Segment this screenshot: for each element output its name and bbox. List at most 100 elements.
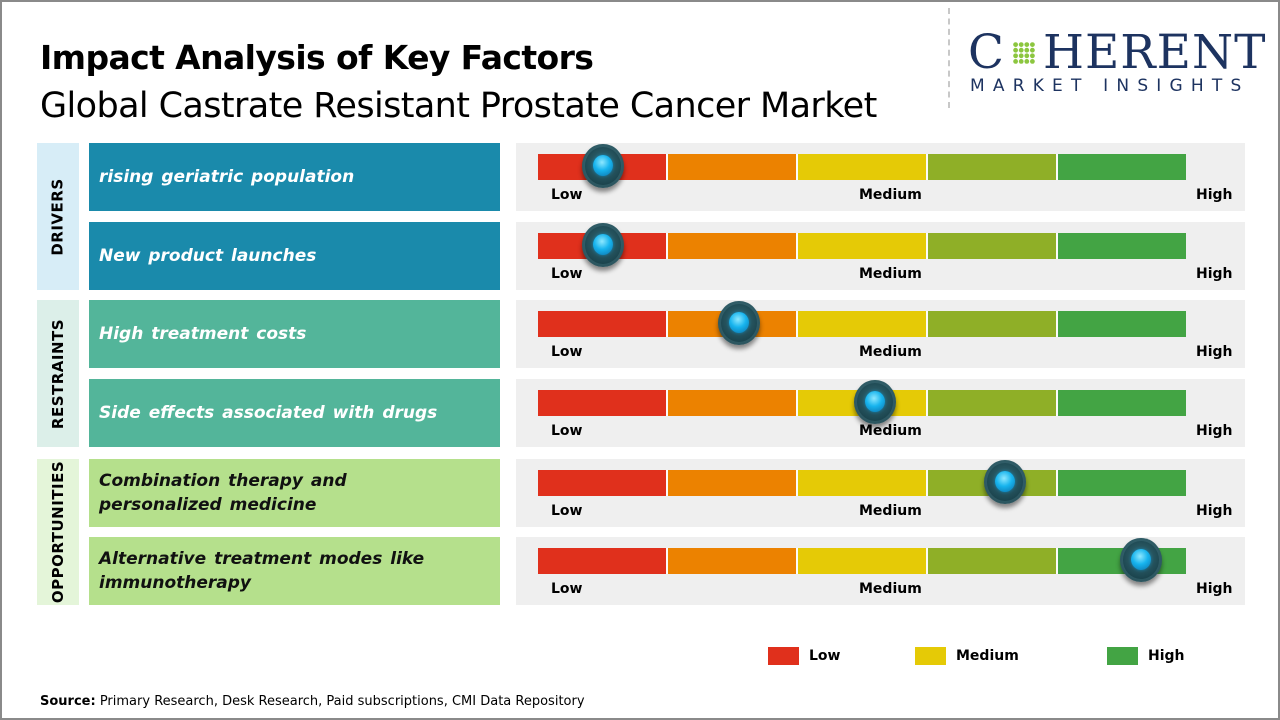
gauge-segment <box>538 390 668 416</box>
factor-text: High treatment costs <box>99 324 307 344</box>
gauge-label-high: High <box>1196 266 1233 282</box>
gauge-bar <box>538 470 1186 496</box>
globe-dots-icon <box>1013 42 1035 64</box>
category-label-opportunities: OPPORTUNITIES <box>37 459 79 605</box>
globe-dot <box>1018 59 1024 64</box>
category-label-text: DRIVERS <box>49 177 68 256</box>
globe-dot <box>1013 47 1018 53</box>
gauge-label-high: High <box>1196 187 1233 203</box>
gauge-bar <box>538 233 1186 259</box>
page-subtitle: Global Castrate Resistant Prostate Cance… <box>40 86 877 126</box>
gauge-label-high: High <box>1196 344 1233 360</box>
gauge-segment <box>668 390 798 416</box>
legend-swatch-medium <box>915 647 946 665</box>
globe-dot <box>1013 42 1018 47</box>
logo-wordmark: C HERENT <box>968 28 1266 78</box>
gauge-label-high: High <box>1196 581 1233 597</box>
logo-divider <box>948 8 950 108</box>
impact-marker-knob <box>717 301 760 345</box>
gauge-label-low: Low <box>551 187 583 203</box>
factor-box: Combination therapy and personalized med… <box>89 459 500 527</box>
gauge-segment <box>668 233 798 259</box>
impact-gauge: Low Medium High <box>516 222 1245 290</box>
category-label-drivers: DRIVERS <box>37 143 79 290</box>
gauge-bar <box>538 548 1186 574</box>
impact-gauge: Low Medium High <box>516 379 1245 447</box>
gauge-segment <box>1058 233 1186 259</box>
gauge-segment <box>798 233 928 259</box>
gauge-segment <box>538 311 668 337</box>
gauge-segment <box>668 470 798 496</box>
gauge-label-low: Low <box>551 581 583 597</box>
globe-dot <box>1029 59 1035 64</box>
globe-dot <box>1024 53 1030 59</box>
impact-gauge: Low Medium High <box>516 143 1245 211</box>
gauge-label-medium: Medium <box>859 423 922 439</box>
globe-dot <box>1013 59 1018 64</box>
globe-dot <box>1029 42 1035 47</box>
gauge-label-low: Low <box>551 423 583 439</box>
factor-text: Combination therapy and personalized med… <box>99 471 347 515</box>
globe-dot <box>1024 59 1030 64</box>
legend-swatch-high <box>1107 647 1138 665</box>
legend-item-high: High <box>1107 647 1185 665</box>
factor-box: rising geriatric population <box>89 143 500 211</box>
impact-marker-knob <box>1119 538 1162 582</box>
legend-label-medium: Medium <box>956 648 1019 664</box>
factor-box: High treatment costs <box>89 300 500 368</box>
gauge-label-low: Low <box>551 344 583 360</box>
factor-text: Side effects associated with drugs <box>99 403 438 423</box>
gauge-label-medium: Medium <box>859 187 922 203</box>
company-logo: C HERENT MARKET INSIGHTS <box>968 28 1268 103</box>
globe-dot <box>1018 47 1024 53</box>
globe-dot <box>1029 53 1035 59</box>
gauge-segment <box>928 233 1058 259</box>
impact-marker-knob <box>853 380 896 424</box>
globe-dot <box>1018 53 1024 59</box>
category-label-text: RESTRAINTS <box>49 318 68 429</box>
source-text: Primary Research, Desk Research, Paid su… <box>95 694 585 709</box>
factor-text: Alternative treatment modes like immunot… <box>99 549 425 593</box>
globe-dot <box>1013 53 1018 59</box>
gauge-segment <box>668 548 798 574</box>
impact-marker-knob <box>581 223 624 267</box>
legend-item-medium: Medium <box>915 647 1019 665</box>
gauge-label-medium: Medium <box>859 503 922 519</box>
impact-gauge: Low Medium High <box>516 459 1245 527</box>
gauge-segment <box>798 548 928 574</box>
factor-box: Side effects associated with drugs <box>89 379 500 447</box>
gauge-bar <box>538 154 1186 180</box>
source-prefix: Source: <box>40 694 96 709</box>
gauge-label-medium: Medium <box>859 581 922 597</box>
impact-marker-knob <box>983 460 1026 504</box>
gauge-segment <box>538 470 668 496</box>
category-label-restraints: RESTRAINTS <box>37 300 79 447</box>
logo-tagline: MARKET INSIGHTS <box>970 76 1250 96</box>
gauge-segment <box>798 154 928 180</box>
gauge-segment <box>1058 470 1186 496</box>
legend-label-low: Low <box>809 648 841 664</box>
page-title: Impact Analysis of Key Factors <box>40 38 594 77</box>
gauge-segment <box>928 548 1058 574</box>
gauge-segment <box>928 390 1058 416</box>
gauge-segment <box>928 154 1058 180</box>
gauge-label-medium: Medium <box>859 266 922 282</box>
logo-letters-herent: HERENT <box>1042 25 1267 80</box>
globe-dot <box>1024 42 1030 47</box>
gauge-bar <box>538 311 1186 337</box>
gauge-segment <box>798 470 928 496</box>
gauge-label-low: Low <box>551 266 583 282</box>
impact-marker-knob <box>581 144 624 188</box>
logo-letter-c: C <box>968 25 1005 80</box>
legend-swatch-low <box>768 647 799 665</box>
gauge-label-high: High <box>1196 503 1233 519</box>
gauge-segment <box>1058 311 1186 337</box>
gauge-segment <box>1058 154 1186 180</box>
gauge-bar <box>538 390 1186 416</box>
globe-dot <box>1024 47 1030 53</box>
impact-gauge: Low Medium High <box>516 300 1245 368</box>
globe-dot <box>1029 47 1035 53</box>
legend-label-high: High <box>1148 648 1185 664</box>
gauge-segment <box>668 154 798 180</box>
